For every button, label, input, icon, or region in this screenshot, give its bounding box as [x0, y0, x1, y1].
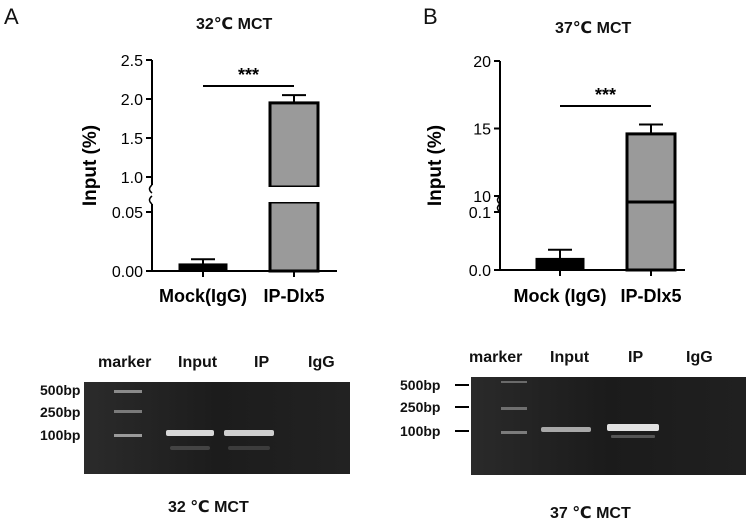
chart-a-y-tick-label-lower-0: 0.00: [112, 264, 143, 281]
chart-b-bar-0: [535, 257, 585, 271]
gel-b-marker-250: 250bp: [400, 399, 441, 415]
chart-a-significance-label: ***: [238, 65, 259, 85]
chart-b-y-tick-label-upper-0: 10: [473, 189, 491, 206]
gel-a-marker-100: 100bp: [40, 427, 81, 443]
chart-a-y-tick-label-upper-2: 2.0: [121, 92, 143, 109]
chart-b-y-tick-label-lower-0: 0.0: [469, 263, 491, 280]
panel-letter-b: B: [423, 4, 438, 29]
gel-b-marker-500: 500bp: [400, 377, 441, 393]
chart-b-x-tick-label-1: IP-Dlx5: [620, 286, 681, 306]
chart-b-bar-1-lower: [625, 200, 677, 272]
gel-b-lane-marker: marker: [469, 349, 523, 366]
gel-b-marker-100: 100bp: [400, 423, 441, 439]
gel-b-lane-input: Input: [550, 349, 590, 366]
chart-a-bar-1-lower: [268, 200, 320, 273]
bar-chart-a: 1.0 1.5 2.0 2.5 0.00 0.05 Input (%) Mock(IgG) IP…: [80, 53, 337, 306]
chart-b-y-tick-label-lower-1: 0.1: [469, 205, 491, 222]
chart-title-b: 37℃ MCT: [555, 20, 632, 37]
chart-a-x-tick-label-1: IP-Dlx5: [263, 286, 324, 306]
chart-a-axis-break-upper: [148, 184, 153, 194]
gel-a-lane-ip: IP: [254, 354, 270, 371]
chart-b-y-tick-label-upper-2: 20: [473, 54, 491, 71]
gel-a-marker-500: 500bp: [40, 382, 81, 398]
chart-b-bar-1-upper: [625, 132, 677, 208]
gel-b-caption: 37 ℃ MCT: [550, 505, 631, 522]
chart-title-a: 32℃ MCT: [196, 16, 273, 33]
chart-a-y-axis-label: Input (%): [80, 125, 101, 206]
gel-b-image: [471, 377, 746, 475]
panel-letter-a: A: [4, 4, 19, 29]
chart-b-x-tick-label-0: Mock (IgG): [514, 286, 607, 306]
chart-a-x-tick-label-0: Mock(IgG): [159, 286, 247, 306]
chart-a-bar-1-break-gap: [267, 187, 321, 202]
gel-b-marker-ticks: [455, 384, 469, 432]
gel-b-lane-ip: IP: [628, 349, 644, 366]
gel-a-caption: 32 ℃ MCT: [168, 499, 249, 516]
chart-a-y-tick-label-upper-1: 1.5: [121, 131, 143, 148]
chart-a-bar-1-upper: [268, 101, 320, 189]
gel-b-lane-igg: IgG: [686, 349, 713, 366]
gel-a-marker-250: 250bp: [40, 404, 81, 420]
chart-b-y-tick-label-upper-1: 15: [473, 122, 491, 139]
gel-a-lane-input: Input: [178, 354, 218, 371]
chart-a-axis-break-lower: [148, 195, 153, 205]
chart-a-y-tick-label-upper-0: 1.0: [121, 170, 143, 187]
chart-a-bar-0: [178, 263, 228, 272]
bar-chart-b: 10 15 20 0.0 0.1 Input (%) Mock (IgG) IP-Dlx5 **…: [425, 54, 685, 306]
gel-a-lane-igg: IgG: [308, 354, 335, 371]
chart-a-y-tick-label-upper-3: 2.5: [121, 53, 143, 70]
chart-b-significance-label: ***: [595, 85, 616, 105]
chart-a-y-tick-label-lower-1: 0.05: [112, 205, 143, 222]
chart-b-y-axis-label: Input (%): [425, 125, 446, 206]
gel-a-lane-marker: marker: [98, 354, 152, 371]
gel-a-image: [84, 382, 350, 474]
